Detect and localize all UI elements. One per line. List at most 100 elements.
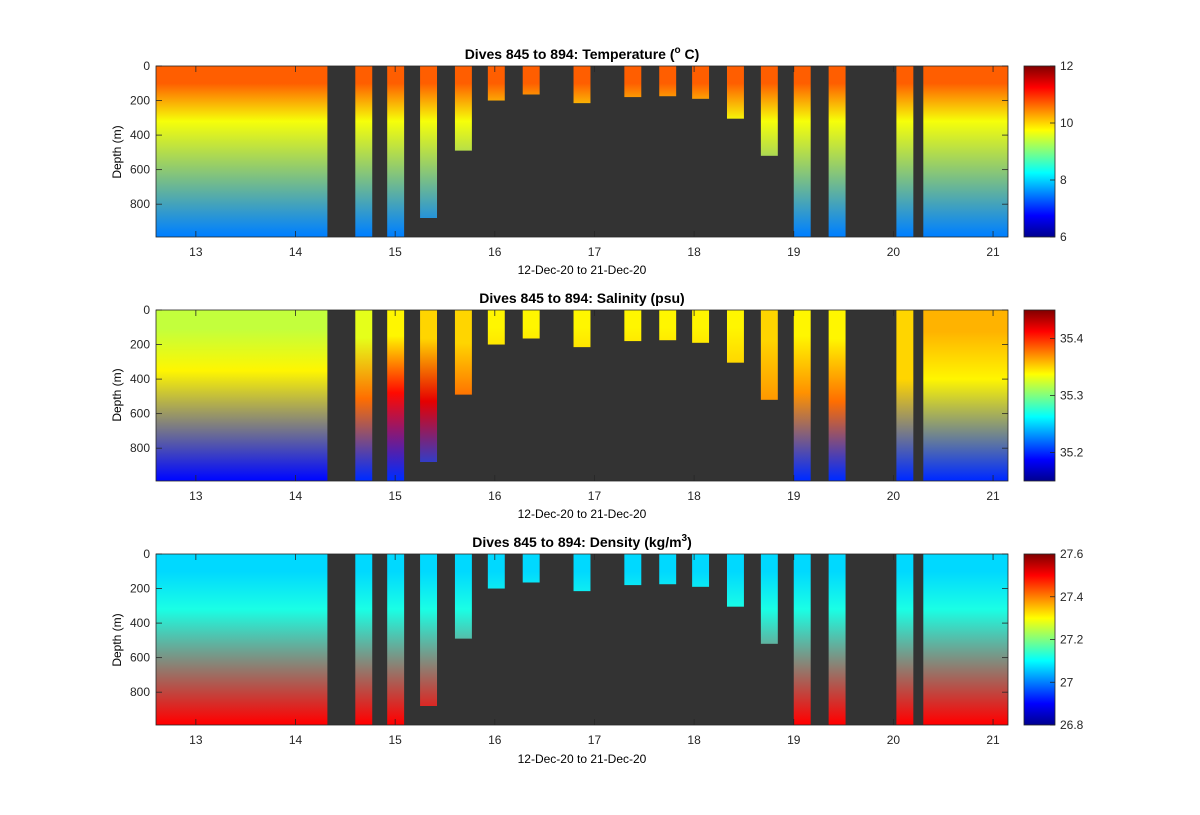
temperature-x-tick-label: 17: [588, 245, 602, 259]
density-profile-bar: [659, 554, 677, 585]
salinity-y-tick-label: 400: [130, 372, 150, 386]
temperature-y-tick-label: 200: [130, 94, 150, 108]
temperature-y-tick-label: 600: [130, 163, 150, 177]
temperature-title: Dives 845 to 894: Temperature (o C): [465, 45, 700, 62]
density-title: Dives 845 to 894: Density (kg/m3): [472, 533, 692, 550]
salinity-y-tick-label: 0: [143, 303, 150, 317]
temperature-profile-bar: [387, 66, 405, 237]
density-xlabel: 12-Dec-20 to 21-Dec-20: [518, 752, 647, 766]
density-x-tick-label: 17: [588, 733, 602, 747]
salinity-profile-bar: [793, 310, 811, 481]
density-profile-bar: [420, 554, 438, 706]
density-y-tick-label: 600: [130, 651, 150, 665]
temperature-profile-bar: [487, 66, 505, 101]
salinity-colorbar-tick-label: 35.4: [1060, 332, 1084, 346]
temperature-x-tick-label: 13: [189, 245, 203, 259]
salinity-plot-frame: [155, 309, 1009, 482]
temperature-profile-bar: [420, 66, 438, 218]
temperature-profile-bar: [355, 66, 373, 237]
salinity-profile-bar: [387, 310, 405, 481]
density-colorbar-tick-label: 27: [1060, 675, 1074, 689]
salinity-xlabel: 12-Dec-20 to 21-Dec-20: [518, 507, 647, 521]
temperature-ylabel: Depth (m): [110, 125, 124, 178]
density-colorbar-ticks: 26.8 27 27.2 27.4 27.6: [1050, 547, 1084, 732]
density-profile-bar: [923, 554, 1008, 725]
density-profile-bar: [760, 554, 778, 644]
salinity-profile-bar: [624, 310, 642, 342]
density-y-tick-label: 0: [143, 547, 150, 561]
density-y-tick-label: 400: [130, 616, 150, 630]
temperature-profile-bar: [828, 66, 846, 237]
salinity-colorbar-tick-label: 35.2: [1060, 446, 1084, 460]
temperature-y-tick-label: 0: [143, 59, 150, 73]
salinity-profile-bar: [156, 310, 328, 481]
density-profile-bar: [726, 554, 744, 607]
density-profile-bar: [156, 554, 328, 725]
salinity-x-tick-label: 13: [189, 489, 203, 503]
temperature-profile-bar: [896, 66, 914, 237]
salinity-ylabel: Depth (m): [110, 368, 124, 421]
salinity-panel: Dives 845 to 894: Salinity (psu) Depth (…: [110, 290, 1084, 521]
temperature-x-tick-label: 20: [887, 245, 901, 259]
density-y-tick-label: 200: [130, 582, 150, 596]
salinity-profile-bar: [726, 310, 744, 363]
salinity-profile-bar: [355, 310, 373, 481]
salinity-x-tick-label: 21: [986, 489, 1000, 503]
temperature-x-tick-label: 16: [488, 245, 502, 259]
temperature-profile-bar: [923, 66, 1008, 237]
temperature-colorbar-tick-label: 6: [1060, 230, 1067, 244]
salinity-x-tick-label: 16: [488, 489, 502, 503]
temperature-colorbar-frame: [1023, 65, 1056, 238]
temperature-x-tick-label: 14: [289, 245, 303, 259]
temperature-x-tick-label: 21: [986, 245, 1000, 259]
temperature-profiles: [156, 66, 1008, 237]
density-profile-bar: [793, 554, 811, 725]
density-profile-bar: [487, 554, 505, 589]
temperature-xlabel: 12-Dec-20 to 21-Dec-20: [518, 263, 647, 277]
salinity-colorbar-tick-label: 35.3: [1060, 389, 1084, 403]
density-x-ticks: 13 14 15 16 17 18 19 20 21: [189, 554, 1000, 747]
density-profile-bar: [692, 554, 710, 587]
density-x-tick-label: 14: [289, 733, 303, 747]
salinity-profile-bar: [659, 310, 677, 341]
density-profile-bar: [573, 554, 591, 592]
salinity-profile-bar: [573, 310, 591, 348]
temperature-plot-frame: [155, 65, 1009, 238]
density-panel: Dives 845 to 894: Density (kg/m3) Depth …: [110, 533, 1084, 766]
salinity-profile-bar: [454, 310, 472, 395]
salinity-profile-bar: [487, 310, 505, 345]
density-profile-bar: [454, 554, 472, 639]
density-colorbar-tick-label: 27.6: [1060, 547, 1084, 561]
density-profiles: [156, 554, 1008, 725]
density-ylabel: Depth (m): [110, 613, 124, 666]
density-colorbar-tick-label: 27.2: [1060, 633, 1084, 647]
temperature-profile-bar: [522, 66, 540, 95]
density-colorbar: [1024, 554, 1055, 725]
salinity-profile-bar: [923, 310, 1008, 481]
salinity-colorbar-ticks: 35.2 35.3 35.4: [1050, 332, 1084, 460]
temperature-colorbar-tick-label: 10: [1060, 116, 1074, 130]
salinity-profile-bar: [828, 310, 846, 481]
temperature-profile-bar: [156, 66, 328, 237]
temperature-x-tick-label: 19: [787, 245, 801, 259]
temperature-y-tick-label: 400: [130, 128, 150, 142]
density-x-tick-label: 16: [488, 733, 502, 747]
temperature-profile-bar: [760, 66, 778, 156]
density-profile-bar: [387, 554, 405, 725]
temperature-profile-bar: [624, 66, 642, 98]
salinity-x-tick-label: 17: [588, 489, 602, 503]
temperature-profile-bar: [793, 66, 811, 237]
density-plot-frame: [155, 553, 1009, 726]
density-profile-bar: [522, 554, 540, 583]
salinity-profile-bar: [420, 310, 438, 462]
density-y-tick-label: 800: [130, 685, 150, 699]
salinity-profile-bar: [522, 310, 540, 339]
temperature-profile-bar: [726, 66, 744, 119]
salinity-profiles: [156, 310, 1008, 481]
density-profile-bar: [624, 554, 642, 586]
density-x-tick-label: 15: [388, 733, 402, 747]
density-profile-bar: [828, 554, 846, 725]
temperature-y-tick-label: 800: [130, 197, 150, 211]
density-x-tick-label: 20: [887, 733, 901, 747]
